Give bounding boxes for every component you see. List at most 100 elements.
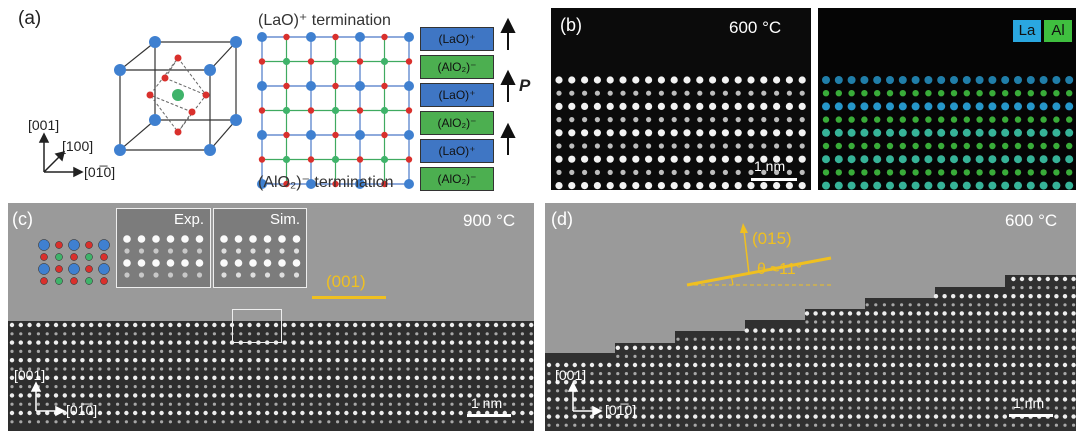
lattice-atom xyxy=(381,131,388,139)
atom-column xyxy=(432,375,437,380)
atom-column xyxy=(908,414,913,419)
panel-c-axis-010: [01̅0] xyxy=(66,402,98,418)
atom-column xyxy=(573,372,577,376)
atom-column xyxy=(424,402,428,406)
atom-column xyxy=(212,385,216,389)
atom-column xyxy=(116,367,120,371)
atom-column xyxy=(607,406,611,410)
atom-column xyxy=(734,155,742,163)
atom-column xyxy=(45,340,50,345)
atom-column xyxy=(221,402,225,406)
atom-column xyxy=(151,349,155,353)
atom-column xyxy=(839,362,844,368)
atom-column xyxy=(890,397,896,402)
atom-column xyxy=(265,393,270,398)
atom-column xyxy=(960,303,964,307)
atom-column xyxy=(63,367,67,371)
atom-column xyxy=(760,182,768,190)
panel-c-temperature: 900 °C xyxy=(463,211,516,230)
atom-column xyxy=(696,182,704,190)
atom-column xyxy=(847,397,853,402)
atom-column xyxy=(406,385,410,389)
atom-column xyxy=(753,354,757,358)
atom-column xyxy=(98,385,102,389)
atom-column xyxy=(36,410,41,416)
atom-column xyxy=(405,358,411,363)
eds-column xyxy=(834,76,843,84)
model-atom xyxy=(98,239,110,251)
atom-column xyxy=(753,397,758,402)
atom-column xyxy=(336,385,340,389)
atom-column xyxy=(371,402,375,406)
atom-column xyxy=(908,337,912,341)
atom-column xyxy=(380,367,384,371)
atom-column xyxy=(388,358,393,363)
atom-column xyxy=(177,385,181,389)
atom-column xyxy=(796,423,800,427)
atom-column xyxy=(796,354,800,358)
atom-column xyxy=(204,385,208,389)
atom-column xyxy=(221,393,226,398)
atom-column xyxy=(568,182,576,190)
atom-column xyxy=(247,393,252,398)
atom-column xyxy=(994,311,999,316)
inset-atom xyxy=(196,272,203,278)
inset-atom xyxy=(138,248,145,254)
atom-column xyxy=(344,358,349,363)
atom-column xyxy=(642,406,646,410)
atom-column xyxy=(959,397,964,402)
atom-column xyxy=(908,354,912,358)
atom-column xyxy=(589,362,595,368)
atom-column xyxy=(830,414,835,419)
atom-column xyxy=(116,385,120,389)
atom-column xyxy=(256,367,260,371)
atom-column xyxy=(581,406,585,410)
eds-column xyxy=(988,76,997,84)
atom-column xyxy=(186,402,190,406)
atom-column xyxy=(951,362,956,368)
atom-column xyxy=(512,367,516,371)
atom-column xyxy=(761,90,767,96)
atom-column xyxy=(1072,354,1076,358)
atom-column xyxy=(1020,389,1024,393)
lattice-atom xyxy=(331,106,340,115)
atom-column xyxy=(185,340,191,345)
atom-column xyxy=(256,402,260,406)
atom-column xyxy=(696,76,704,84)
atom-column xyxy=(1054,389,1058,393)
atom-column xyxy=(335,410,340,416)
atom-column xyxy=(814,320,818,324)
atom-column xyxy=(848,423,852,427)
atom-column xyxy=(684,169,690,175)
eds-column xyxy=(848,90,855,97)
legend-al: Al xyxy=(1044,20,1072,42)
atom-column xyxy=(441,410,446,416)
lattice-atom xyxy=(283,131,290,139)
atom-column xyxy=(985,328,990,333)
atom-column xyxy=(361,410,367,416)
atom-column xyxy=(1019,397,1025,402)
atom-column xyxy=(606,76,614,84)
atom-column xyxy=(564,389,568,393)
atom-column xyxy=(274,402,278,406)
atom-column xyxy=(53,375,59,380)
inset-atom xyxy=(264,248,271,254)
atom-column xyxy=(985,345,990,350)
atom-column xyxy=(336,349,340,353)
atom-column xyxy=(1002,311,1007,316)
atom-column xyxy=(370,358,375,363)
atom-column xyxy=(671,117,677,123)
atom-column xyxy=(650,372,654,376)
inset-atom xyxy=(124,248,130,254)
atom-column xyxy=(701,362,706,368)
atom-column xyxy=(71,375,76,380)
atom-column xyxy=(891,423,895,427)
atom-column xyxy=(159,410,164,416)
atom-column xyxy=(813,362,818,368)
inset-atom xyxy=(279,248,285,254)
atom-column xyxy=(882,380,887,385)
atom-column xyxy=(718,362,724,368)
atom-column xyxy=(98,420,102,424)
eds-column xyxy=(861,142,868,150)
atom-column xyxy=(362,385,366,389)
